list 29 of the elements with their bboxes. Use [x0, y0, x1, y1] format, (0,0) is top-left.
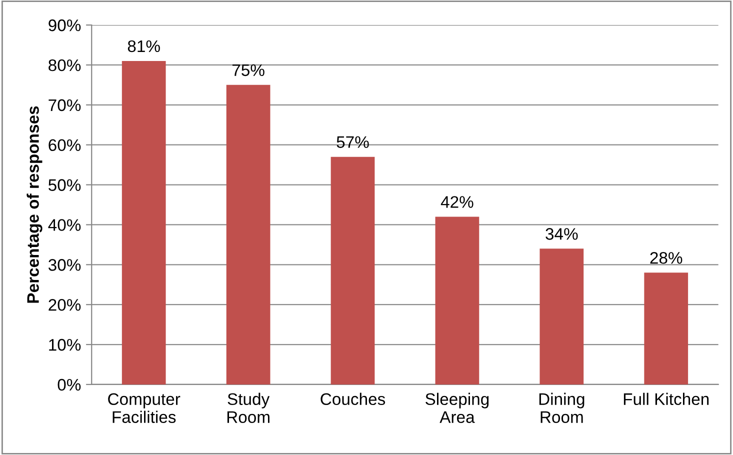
bar	[226, 84, 270, 384]
data-label: 28%	[650, 252, 682, 264]
x-tick-label: Study Room	[227, 392, 270, 424]
y-tick-label: 30%	[48, 259, 81, 271]
bar	[644, 272, 688, 384]
y-tick-label: 70%	[48, 99, 81, 112]
y-tick-label: 50%	[48, 179, 81, 191]
y-tick-label: 90%	[48, 19, 81, 32]
data-label: 42%	[440, 196, 474, 208]
data-label: 57%	[336, 136, 369, 148]
x-tick-label: Full Kitchen	[624, 392, 709, 406]
bar	[330, 156, 375, 384]
y-tick-label: 10%	[49, 338, 81, 351]
y-tick-label: 60%	[48, 139, 81, 152]
data-label: 34%	[546, 228, 578, 240]
x-tick-label: Computer Facilities	[108, 393, 180, 424]
x-tick-label: Couches	[320, 392, 386, 406]
y-tick-label: 40%	[48, 219, 81, 231]
y-tick-label: 20%	[48, 299, 81, 311]
y-axis-title: Percentage of responses	[26, 106, 42, 303]
x-tick-label: Sleeping Area	[426, 392, 489, 424]
data-label: 81%	[128, 40, 160, 52]
y-tick-label: 80%	[48, 59, 81, 72]
data-label: 75%	[232, 64, 264, 76]
bar	[122, 60, 166, 384]
x-tick-label: Dining Room	[539, 392, 584, 424]
bar	[435, 216, 480, 384]
y-tick-label: 0%	[58, 378, 81, 391]
bar	[540, 248, 584, 384]
